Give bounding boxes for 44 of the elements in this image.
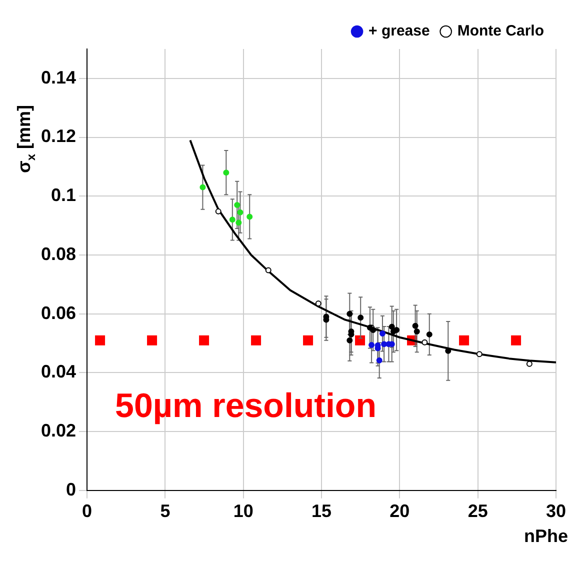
x-tick-label: 10: [233, 501, 254, 522]
y-tick-label: 0: [66, 479, 76, 500]
y-tick-label: 0.12: [40, 126, 76, 146]
point: [414, 328, 420, 334]
point: [346, 310, 353, 317]
point: [388, 324, 395, 330]
y-tick-label: 0.02: [40, 420, 76, 441]
point: [379, 330, 386, 337]
point: [315, 300, 322, 307]
point: [223, 170, 230, 176]
point: [376, 357, 382, 364]
point: [358, 314, 364, 321]
legend-label: + grease: [368, 22, 430, 40]
y-axis-title: σx [mm]: [14, 105, 38, 173]
point: [476, 351, 482, 358]
y-tick-label: 0.04: [40, 362, 76, 382]
point: [265, 267, 272, 274]
point: [368, 342, 375, 348]
point: [422, 339, 428, 346]
x-axis-title: nPhe: [524, 526, 568, 546]
x-tick-label: 5: [160, 501, 170, 522]
legend-label: Monte Carlo: [457, 22, 544, 40]
ref-line-label: 50µm resolution: [115, 387, 376, 426]
point: [237, 209, 244, 216]
x-tick-label: 15: [312, 501, 332, 522]
point: [229, 216, 236, 223]
y-tick-label: 0.14: [40, 67, 76, 88]
y-tick-label: 0.1: [51, 185, 76, 206]
x-tick-label: 25: [468, 501, 488, 522]
point: [236, 220, 242, 226]
y-tick-label: 0.06: [40, 302, 76, 323]
point: [426, 331, 432, 338]
point: [412, 322, 418, 329]
x-tick-label: 0: [82, 501, 92, 522]
point: [200, 184, 206, 190]
point: [246, 214, 253, 220]
y-tick-label: 0.08: [40, 244, 76, 264]
x-tick-label: 20: [390, 501, 410, 522]
point: [394, 327, 400, 334]
point: [234, 202, 240, 208]
point: [370, 327, 376, 334]
point: [215, 208, 222, 214]
x-tick-label: 30: [546, 501, 566, 522]
point: [346, 337, 353, 344]
